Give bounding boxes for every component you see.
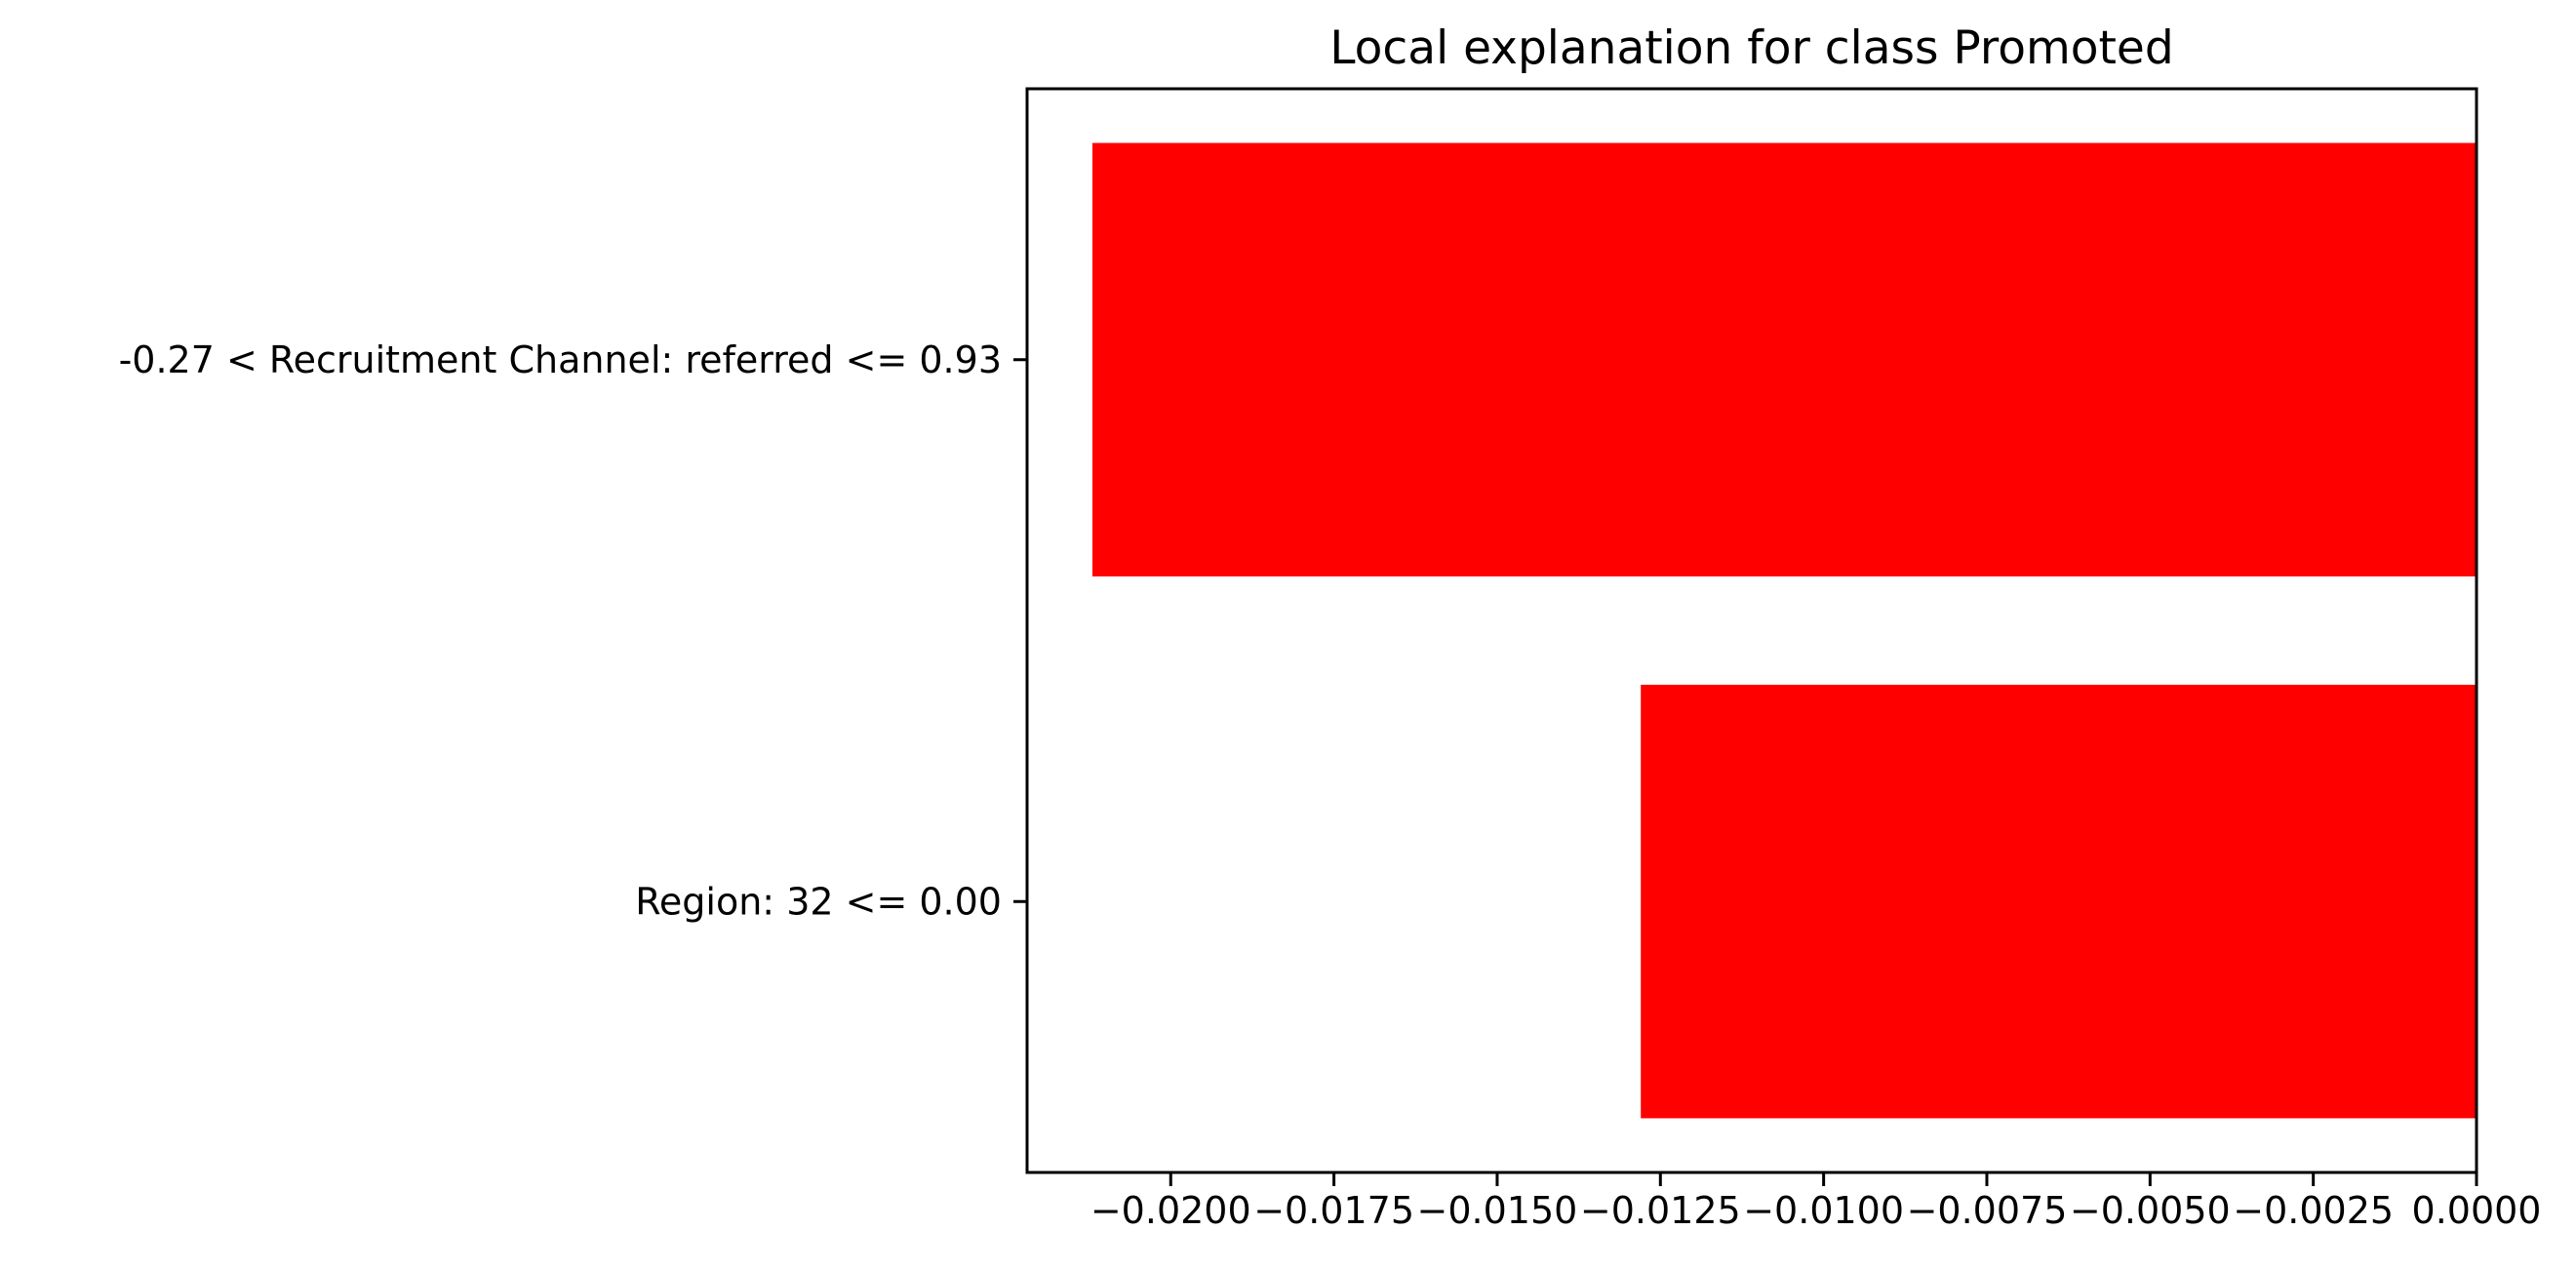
bar-1 xyxy=(1091,142,2477,576)
x-tick-label: −0.0075 xyxy=(1907,1189,2068,1232)
chart-title: Local explanation for class Promoted xyxy=(1329,21,2173,75)
y-tick-label: -0.27 < Recruitment Channel: referred <=… xyxy=(119,338,1002,381)
y-tick-label: Region: 32 <= 0.00 xyxy=(635,880,1002,923)
y-axis-ticks: -0.27 < Recruitment Channel: referred <=… xyxy=(119,338,1027,923)
x-tick-label: −0.0200 xyxy=(1090,1189,1251,1232)
bars-layer xyxy=(1091,142,2477,1119)
plot-frame xyxy=(1025,87,2478,1174)
x-tick-label: −0.0150 xyxy=(1417,1189,1578,1232)
x-tick-label: −0.0100 xyxy=(1743,1189,1904,1232)
bar-2 xyxy=(1641,685,2477,1119)
x-axis-ticks: −0.0200 −0.0175 −0.0150 −0.0125 −0.0100 −0.00… xyxy=(1090,1172,2542,1232)
x-tick-label: −0.0175 xyxy=(1253,1189,1414,1232)
x-tick-label: −0.0050 xyxy=(2070,1189,2231,1232)
x-tick-label: 0.0000 xyxy=(2412,1189,2542,1232)
x-tick-label: −0.0125 xyxy=(1580,1189,1741,1232)
x-tick-label: −0.0025 xyxy=(2233,1189,2394,1232)
